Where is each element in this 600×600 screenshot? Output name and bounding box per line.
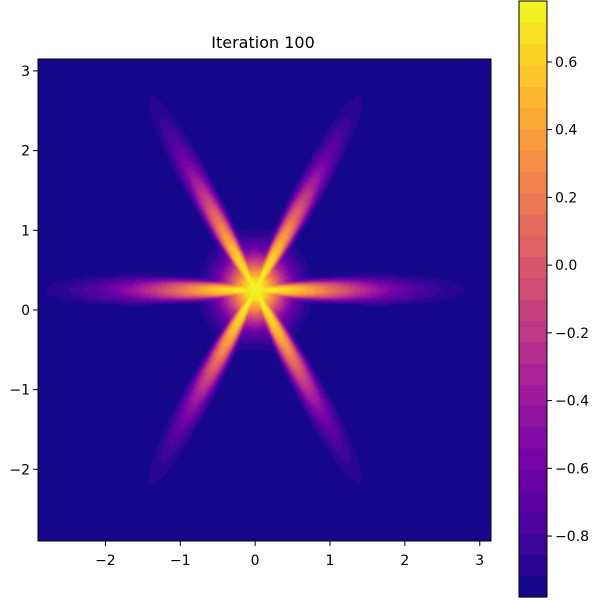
colorbar-band	[519, 235, 547, 258]
colorbar-band	[519, 150, 547, 172]
colorbar-band	[519, 490, 547, 513]
colorbar-axis: −0.8 −0.6 −0.4 −0.2 0.0 0.2 0.4 0.6	[547, 55, 589, 545]
colorbar-band	[519, 213, 547, 236]
colorbar-band	[519, 533, 547, 556]
x-tick-label: −2	[95, 553, 116, 569]
chart-title: Iteration 100	[211, 33, 315, 52]
colorbar-band	[519, 1, 547, 23]
x-tick-label: 3	[475, 553, 484, 569]
colorbar-band	[519, 86, 547, 109]
x-tick-label: 1	[326, 553, 335, 569]
colorbar-tick-label: −0.4	[555, 394, 589, 410]
x-axis: −2 −1 0 1 2 3	[95, 541, 484, 569]
colorbar	[518, 0, 548, 598]
colorbar-band	[519, 575, 547, 598]
colorbar-band	[519, 554, 547, 577]
colorbar-tick-label: 0.4	[555, 123, 577, 139]
colorbar-band	[519, 64, 547, 87]
colorbar-band	[519, 341, 547, 364]
y-tick-label: 3	[21, 64, 30, 80]
colorbar-band	[519, 299, 547, 321]
plot-area	[37, 58, 492, 542]
colorbar-band	[519, 22, 547, 45]
colorbar-band	[519, 320, 547, 343]
colorbar-band	[519, 448, 547, 470]
y-tick-label: 1	[21, 223, 30, 239]
colorbar-band	[519, 469, 547, 492]
x-tick-label: 2	[400, 553, 409, 569]
colorbar-band	[519, 192, 547, 215]
colorbar-tick-label: 0.0	[555, 258, 577, 274]
plot-frame	[37, 58, 492, 542]
colorbar-tick-label: −0.8	[555, 529, 589, 545]
colorbar-band	[519, 362, 547, 385]
colorbar-band	[519, 43, 547, 66]
x-tick-label: 0	[251, 553, 260, 569]
colorbar-tick-label: 0.2	[555, 190, 577, 206]
y-tick-label: 2	[21, 144, 30, 160]
colorbar-band	[519, 384, 547, 407]
colorbar-tick-label: −0.2	[555, 326, 589, 342]
y-tick-label: 0	[21, 303, 30, 319]
colorbar-band	[519, 107, 547, 130]
colorbar-band	[519, 171, 547, 194]
y-tick-label: −1	[9, 383, 30, 399]
y-tick-label: −2	[9, 462, 30, 478]
x-tick-label: −1	[170, 553, 191, 569]
colorbar-frame	[518, 0, 548, 598]
colorbar-band	[519, 128, 547, 151]
colorbar-band	[519, 256, 547, 279]
y-axis: −2 −1 0 1 2 3	[9, 64, 38, 478]
colorbar-tick-label: 0.6	[555, 55, 577, 71]
colorbar-band	[519, 511, 547, 534]
colorbar-band	[519, 426, 547, 449]
colorbar-band	[519, 405, 547, 428]
colorbar-band	[519, 277, 547, 300]
contour-fill	[38, 59, 491, 541]
colorbar-tick-label: −0.6	[555, 461, 589, 477]
